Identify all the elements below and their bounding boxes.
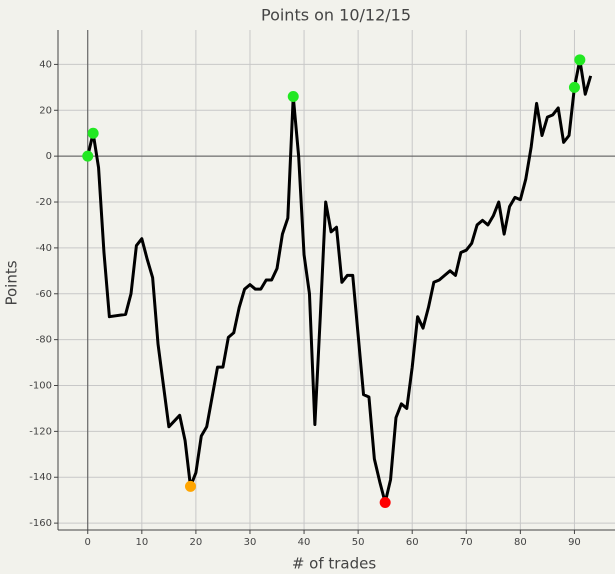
y-tick-label: -40 (36, 243, 52, 254)
y-tick-label: -120 (29, 426, 52, 437)
x-tick-label: 80 (514, 537, 527, 548)
y-tick-label: 40 (39, 59, 52, 70)
x-tick-label: 90 (568, 537, 581, 548)
x-tick-label: 30 (244, 537, 257, 548)
highlight-point (568, 81, 580, 93)
x-tick-label: 70 (460, 537, 473, 548)
y-tick-label: -80 (36, 335, 52, 346)
highlight-point (574, 54, 586, 66)
x-tick-label: 40 (298, 537, 311, 548)
x-tick-label: 0 (85, 537, 91, 548)
highlight-point (287, 91, 299, 103)
x-tick-label: 20 (190, 537, 203, 548)
y-tick-label: 0 (46, 151, 52, 162)
y-tick-label: -160 (29, 518, 52, 529)
y-tick-label: -140 (29, 472, 52, 483)
x-tick-label: 10 (135, 537, 148, 548)
y-tick-label: -60 (36, 289, 52, 300)
highlight-point (87, 127, 99, 139)
x-tick-label: 60 (406, 537, 419, 548)
x-axis-label: # of trades (292, 555, 377, 573)
y-tick-label: -20 (36, 197, 52, 208)
chart-title: Points on 10/12/15 (261, 6, 411, 25)
data-line (86, 58, 593, 504)
highlight-point (184, 480, 196, 492)
y-axis-label: Points (3, 260, 21, 305)
y-tick-label: -100 (29, 381, 52, 392)
highlight-point (82, 150, 94, 162)
highlight-point (379, 496, 391, 508)
y-tick-label: 20 (39, 105, 52, 116)
x-tick-label: 50 (352, 537, 365, 548)
